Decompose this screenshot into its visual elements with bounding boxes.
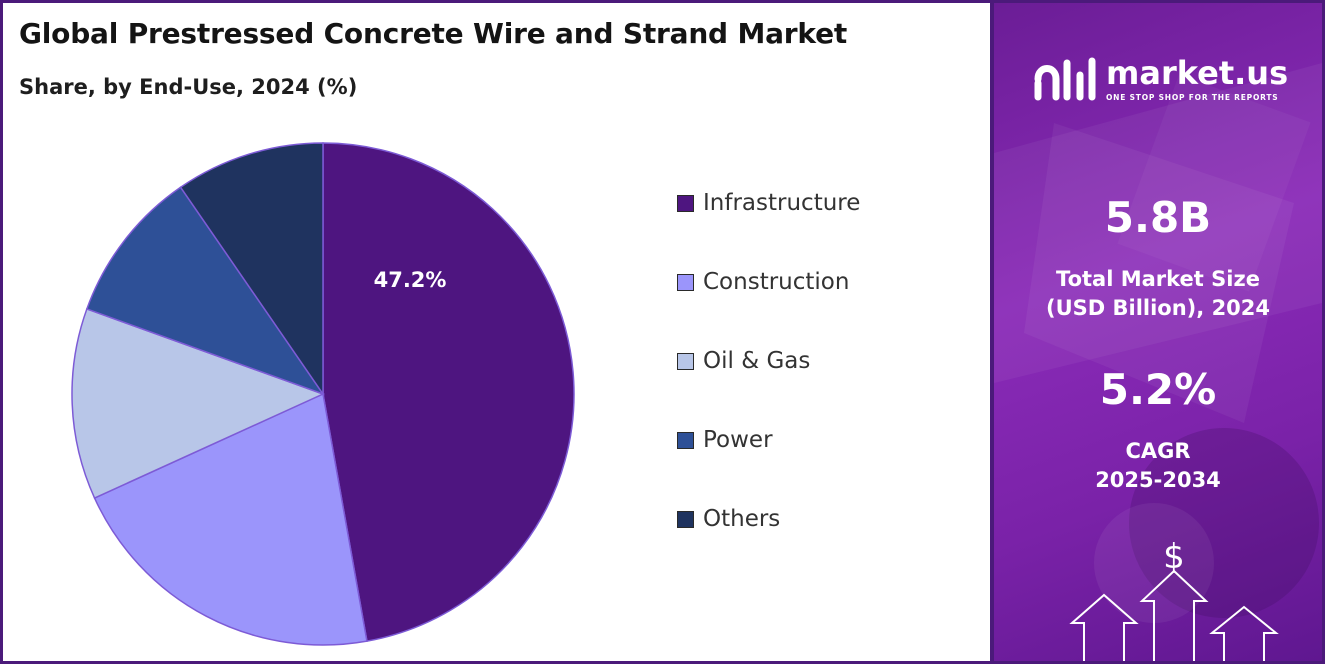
legend-swatch: [677, 352, 694, 370]
legend-item: Power: [677, 420, 860, 460]
cagr-caption: CAGR 2025-2034: [994, 437, 1322, 495]
market-size-value: 5.8B: [1104, 193, 1212, 242]
pie-slice-oil-gas: [71, 308, 325, 500]
legend-label: Infrastructure: [703, 190, 861, 216]
pie-data-label: 47.2%: [374, 268, 447, 292]
legend-swatch: [677, 273, 694, 291]
legend-label: Others: [703, 506, 781, 532]
pie-slice-infrastructure: [322, 142, 575, 642]
pie-chart: 47.2%: [71, 142, 575, 646]
brand-name: market.us: [1106, 53, 1289, 92]
stats-panel: market.us ONE STOP SHOP FOR THE REPORTS …: [990, 3, 1322, 661]
chart-title: Global Prestressed Concrete Wire and Str…: [19, 17, 848, 50]
market-size-caption: Total Market Size (USD Billion), 2024: [994, 265, 1322, 323]
brand-logo: market.us ONE STOP SHOP FOR THE REPORTS: [1034, 53, 1288, 105]
legend-swatch: [677, 510, 694, 528]
market-size-label-line2: (USD Billion), 2024: [1045, 296, 1271, 320]
legend-swatch: [677, 431, 694, 449]
legend-item: Oil & Gas: [677, 341, 860, 381]
market-us-logo-icon: [1034, 57, 1096, 101]
legend-label: Power: [703, 427, 773, 453]
pie-slice-others: [179, 142, 324, 397]
legend-label: Construction: [703, 269, 850, 295]
brand-tagline: ONE STOP SHOP FOR THE REPORTS: [1106, 92, 1279, 102]
legend-swatch: [677, 194, 694, 212]
background-decoration: [994, 63, 1322, 623]
cagr-stat: 5.2%: [994, 365, 1322, 414]
legend-label: Oil & Gas: [703, 348, 811, 374]
pie-slice-power: [85, 186, 325, 396]
legend-item: Construction: [677, 262, 860, 302]
market-size-stat: 5.8B: [994, 193, 1322, 242]
growth-arrows-icon: $: [1069, 537, 1279, 661]
cagr-label-line2: 2025-2034: [1095, 468, 1221, 492]
chart-subtitle: Share, by End-Use, 2024 (%): [19, 75, 358, 99]
legend-item: Infrastructure: [677, 183, 860, 223]
cagr-value: 5.2%: [1099, 365, 1217, 414]
chart-panel: Global Prestressed Concrete Wire and Str…: [3, 3, 990, 661]
cagr-label-line1: CAGR: [1125, 439, 1191, 463]
legend-item: Others: [677, 499, 860, 539]
dollar-sign-icon: $: [1163, 537, 1185, 577]
market-size-label-line1: Total Market Size: [1056, 267, 1260, 291]
chart-legend: Infrastructure Construction Oil & Gas Power…: [677, 183, 860, 578]
pie-slice-construction: [93, 392, 368, 646]
